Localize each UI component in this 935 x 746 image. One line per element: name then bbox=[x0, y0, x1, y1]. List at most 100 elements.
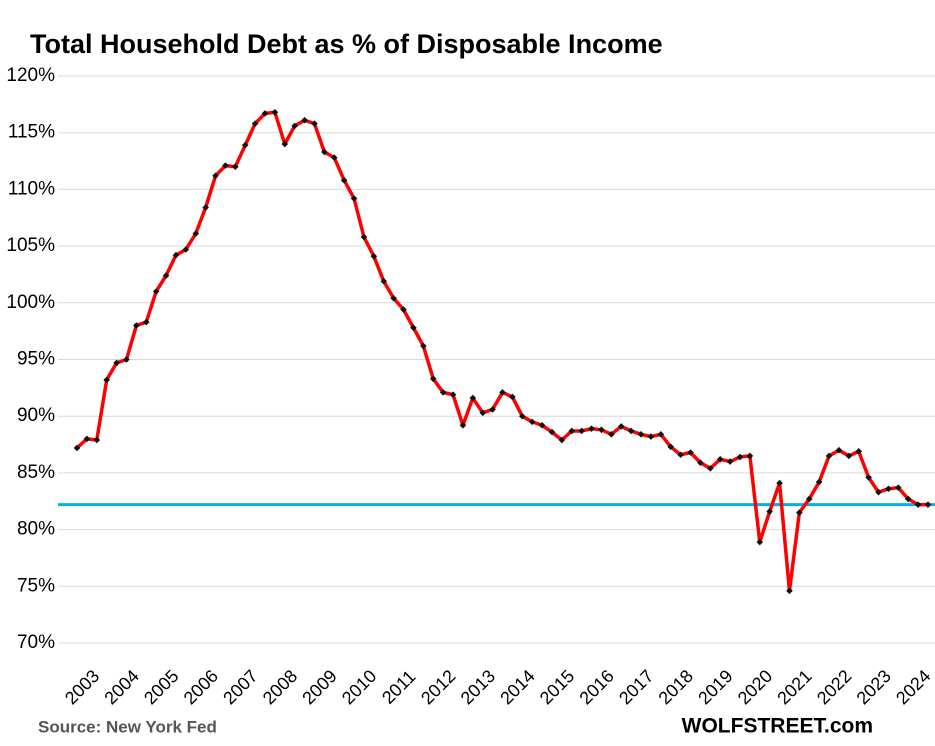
y-tick-label: 105% bbox=[6, 235, 55, 256]
y-tick-label: 110% bbox=[8, 178, 55, 199]
data-point bbox=[538, 421, 546, 429]
data-point bbox=[212, 172, 219, 180]
x-tick-label: 2013 bbox=[457, 666, 499, 708]
data-point bbox=[113, 359, 120, 367]
data-point bbox=[73, 444, 81, 452]
data-point bbox=[885, 485, 892, 493]
data-point bbox=[251, 120, 259, 127]
data-point bbox=[301, 116, 308, 124]
x-tick-label: 2009 bbox=[298, 666, 340, 708]
x-tick-label: 2008 bbox=[259, 666, 301, 708]
data-point bbox=[756, 538, 764, 546]
data-point bbox=[805, 495, 813, 503]
data-point bbox=[796, 509, 803, 516]
data-point bbox=[152, 288, 160, 295]
data-point bbox=[667, 443, 675, 451]
data-point bbox=[469, 394, 477, 402]
y-tick-label: 95% bbox=[17, 349, 55, 370]
data-point bbox=[697, 459, 704, 466]
x-tick-label: 2022 bbox=[813, 666, 855, 708]
data-point bbox=[271, 108, 279, 116]
x-tick-label: 2003 bbox=[61, 666, 103, 708]
data-point bbox=[133, 322, 140, 329]
x-tick-label: 2023 bbox=[853, 666, 895, 708]
y-tick-label: 85% bbox=[17, 462, 55, 483]
data-point bbox=[93, 436, 101, 444]
data-point bbox=[390, 294, 397, 302]
data-point bbox=[716, 455, 724, 463]
x-tick-label: 2015 bbox=[536, 666, 578, 708]
data-point bbox=[499, 389, 506, 396]
data-point bbox=[677, 451, 684, 459]
data-point bbox=[588, 425, 595, 432]
data-point bbox=[370, 253, 378, 260]
x-tick-label: 2014 bbox=[496, 666, 538, 708]
y-tick-label: 70% bbox=[17, 632, 55, 653]
data-point bbox=[904, 495, 912, 503]
data-point bbox=[548, 428, 556, 436]
data-point bbox=[815, 478, 823, 486]
data-point bbox=[311, 120, 318, 127]
x-tick-label: 2005 bbox=[140, 666, 182, 708]
data-point bbox=[350, 195, 358, 202]
data-point bbox=[172, 251, 180, 259]
data-point bbox=[241, 141, 249, 149]
data-point bbox=[637, 431, 645, 438]
data-point bbox=[726, 458, 734, 465]
data-point bbox=[281, 140, 289, 148]
x-tick-label: 2007 bbox=[219, 666, 261, 708]
y-tick-label: 90% bbox=[17, 405, 55, 426]
data-point bbox=[429, 375, 437, 383]
data-point bbox=[627, 427, 635, 435]
data-point bbox=[617, 423, 625, 430]
data-point bbox=[222, 162, 229, 169]
source: Source: New York Fed bbox=[38, 717, 217, 736]
x-tick-label: 2004 bbox=[100, 666, 142, 708]
data-point bbox=[420, 342, 427, 350]
y-tick-label: 75% bbox=[17, 575, 55, 596]
data-point bbox=[578, 427, 585, 435]
data-point bbox=[558, 436, 566, 444]
x-tick-label: 2020 bbox=[734, 666, 776, 708]
data-point bbox=[825, 452, 833, 460]
data-point bbox=[766, 508, 773, 515]
data-point bbox=[192, 230, 200, 237]
data-point bbox=[330, 154, 338, 161]
data-point bbox=[439, 389, 447, 396]
x-tick-label: 2012 bbox=[417, 666, 459, 708]
x-tick-label: 2010 bbox=[338, 666, 380, 708]
data-point bbox=[360, 233, 368, 241]
data-point bbox=[865, 474, 872, 481]
data-line bbox=[75, 110, 928, 593]
data-point bbox=[103, 376, 110, 384]
data-point bbox=[459, 421, 467, 429]
data-point bbox=[509, 393, 516, 401]
data-point bbox=[924, 501, 932, 508]
data-point bbox=[518, 412, 526, 420]
data-point bbox=[182, 246, 190, 253]
data-point bbox=[608, 431, 615, 438]
y-tick-label: 120% bbox=[6, 65, 55, 86]
data-point bbox=[647, 433, 655, 440]
data-point bbox=[657, 431, 665, 438]
data-point bbox=[687, 449, 694, 456]
brand: WOLFSTREET.com bbox=[682, 715, 873, 738]
data-point bbox=[528, 418, 536, 426]
data-point bbox=[449, 391, 457, 398]
data-point bbox=[380, 277, 388, 285]
data-point bbox=[598, 426, 605, 434]
data-point bbox=[261, 110, 269, 117]
data-point bbox=[835, 446, 843, 454]
x-tick-label: 2021 bbox=[773, 666, 815, 708]
data-point bbox=[746, 452, 754, 460]
y-tick-label: 115% bbox=[8, 122, 55, 143]
data-point bbox=[202, 204, 209, 211]
data-point bbox=[707, 465, 714, 472]
data-point bbox=[340, 177, 348, 184]
data-point bbox=[568, 427, 576, 435]
data-point bbox=[291, 122, 298, 130]
data-point bbox=[162, 272, 170, 279]
data-point bbox=[776, 479, 783, 487]
x-tick-label: 2006 bbox=[180, 666, 222, 708]
